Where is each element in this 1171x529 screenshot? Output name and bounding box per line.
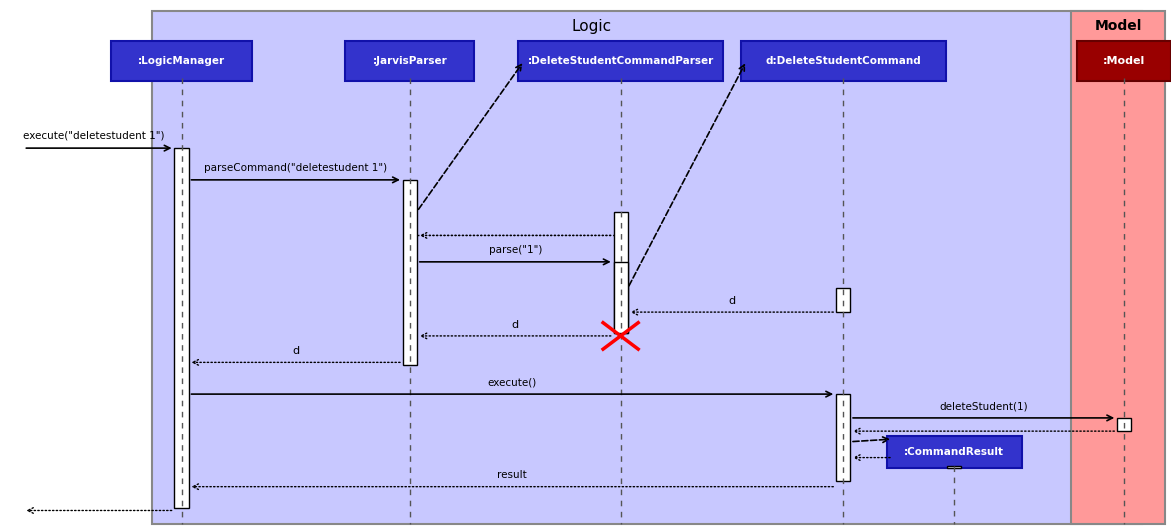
Text: parseCommand("deletestudent 1"): parseCommand("deletestudent 1") — [204, 163, 388, 173]
FancyBboxPatch shape — [836, 394, 850, 481]
Text: execute(): execute() — [487, 377, 537, 387]
FancyBboxPatch shape — [152, 11, 1142, 524]
FancyBboxPatch shape — [174, 148, 189, 508]
Text: :JarvisParser: :JarvisParser — [372, 56, 447, 66]
Text: result: result — [498, 470, 527, 480]
Text: :DeleteStudentCommandParser: :DeleteStudentCommandParser — [527, 56, 714, 66]
FancyBboxPatch shape — [947, 466, 961, 468]
Text: Logic: Logic — [571, 19, 611, 33]
Text: :Model: :Model — [1103, 56, 1145, 66]
Text: parse("1"): parse("1") — [488, 245, 542, 255]
Text: d: d — [728, 296, 735, 306]
FancyBboxPatch shape — [1071, 11, 1165, 524]
Text: d: d — [292, 346, 300, 356]
Text: d: d — [512, 320, 519, 330]
FancyBboxPatch shape — [1077, 41, 1171, 80]
Text: :CommandResult: :CommandResult — [904, 448, 1005, 457]
FancyBboxPatch shape — [518, 41, 724, 80]
FancyBboxPatch shape — [111, 41, 252, 80]
FancyBboxPatch shape — [888, 436, 1021, 468]
FancyBboxPatch shape — [403, 180, 417, 365]
FancyBboxPatch shape — [740, 41, 946, 80]
FancyBboxPatch shape — [1117, 418, 1131, 431]
Text: :LogicManager: :LogicManager — [138, 56, 225, 66]
Text: Model: Model — [1095, 19, 1142, 32]
FancyBboxPatch shape — [345, 41, 474, 80]
FancyBboxPatch shape — [614, 212, 628, 333]
Text: execute("deletestudent 1"): execute("deletestudent 1") — [23, 130, 165, 140]
FancyBboxPatch shape — [836, 288, 850, 312]
Text: deleteStudent(1): deleteStudent(1) — [939, 401, 1028, 411]
Text: d:DeleteStudentCommand: d:DeleteStudentCommand — [765, 56, 922, 66]
FancyBboxPatch shape — [614, 262, 628, 333]
